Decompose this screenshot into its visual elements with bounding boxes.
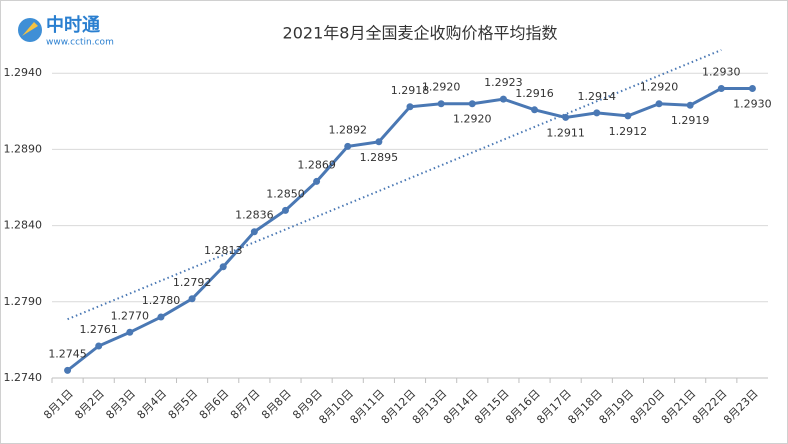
point xyxy=(64,366,72,374)
data-label: 1.2780 xyxy=(142,294,181,307)
point xyxy=(375,138,383,146)
data-label: 1.2813 xyxy=(204,244,243,257)
point xyxy=(531,106,539,114)
point xyxy=(499,95,507,103)
point xyxy=(437,100,445,108)
point xyxy=(748,84,756,92)
data-label: 1.2761 xyxy=(79,323,118,336)
data-label: 1.2911 xyxy=(546,126,585,139)
y-tick-label: 1.2890 xyxy=(4,142,43,155)
data-label: 1.2745 xyxy=(48,347,87,360)
data-label: 1.2930 xyxy=(702,65,741,78)
data-label: 1.2919 xyxy=(671,114,710,127)
y-tick-label: 1.2840 xyxy=(4,219,43,232)
point xyxy=(593,109,601,117)
point xyxy=(219,263,227,271)
y-tick-label: 1.2790 xyxy=(4,295,43,308)
point xyxy=(344,142,352,150)
point xyxy=(281,206,289,214)
point xyxy=(157,313,165,321)
data-label: 1.2869 xyxy=(297,158,336,171)
point xyxy=(95,342,103,350)
data-label: 1.2895 xyxy=(360,151,399,164)
point xyxy=(717,84,725,92)
point xyxy=(250,228,258,236)
logo: 中时通 www.cctin.com xyxy=(18,14,114,48)
data-label: 1.2930 xyxy=(733,97,772,110)
data-label: 1.2918 xyxy=(391,84,430,97)
logo-url: www.cctin.com xyxy=(46,38,114,48)
data-label: 1.2923 xyxy=(484,76,523,89)
data-label: 1.2792 xyxy=(173,276,212,289)
data-label: 1.2916 xyxy=(515,87,554,100)
data-label: 1.2914 xyxy=(578,90,617,103)
point xyxy=(624,112,632,120)
point xyxy=(468,100,476,108)
logo-icon-mark xyxy=(22,22,38,36)
point xyxy=(313,177,321,185)
data-label: 1.2770 xyxy=(111,309,150,322)
y-tick-label: 1.2940 xyxy=(4,66,43,79)
data-label: 1.2912 xyxy=(609,125,648,138)
chart-title: 2021年8月全国麦企收购价格平均指数 xyxy=(283,24,558,43)
data-label: 1.2920 xyxy=(453,113,492,126)
trend-line xyxy=(67,49,722,321)
point xyxy=(126,328,134,336)
point xyxy=(562,113,570,121)
point xyxy=(188,295,196,303)
data-label: 1.2850 xyxy=(266,187,305,200)
data-label: 1.2920 xyxy=(640,81,679,94)
data-label: 1.2920 xyxy=(422,81,461,94)
point xyxy=(686,101,694,109)
point xyxy=(406,103,414,111)
data-label: 1.2836 xyxy=(235,209,274,222)
logo-name: 中时通 xyxy=(46,14,100,36)
data-label: 1.2892 xyxy=(328,123,367,136)
y-tick-label: 1.2740 xyxy=(4,371,43,384)
point xyxy=(655,100,663,108)
